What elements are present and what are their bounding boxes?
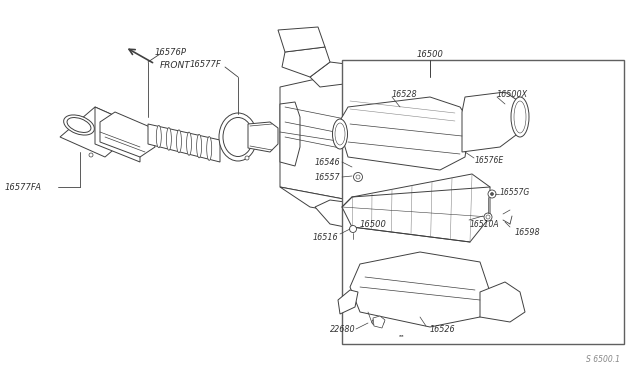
Text: 16528: 16528 — [392, 90, 418, 99]
Polygon shape — [338, 290, 358, 314]
Text: FRONT: FRONT — [160, 61, 191, 70]
Polygon shape — [148, 124, 220, 162]
Polygon shape — [278, 27, 325, 52]
Polygon shape — [342, 174, 490, 242]
Ellipse shape — [335, 123, 345, 145]
Ellipse shape — [67, 118, 91, 132]
Ellipse shape — [514, 101, 526, 133]
Polygon shape — [338, 97, 470, 170]
Ellipse shape — [186, 132, 191, 155]
Text: 16576P: 16576P — [155, 48, 187, 57]
Text: S 6500.1: S 6500.1 — [586, 356, 620, 365]
Ellipse shape — [245, 156, 249, 160]
Text: 16577F: 16577F — [190, 60, 221, 68]
Ellipse shape — [156, 125, 161, 148]
Polygon shape — [280, 187, 395, 222]
Polygon shape — [280, 102, 300, 166]
Bar — [342, 60, 624, 344]
Polygon shape — [95, 107, 140, 162]
Polygon shape — [310, 62, 370, 87]
Ellipse shape — [177, 130, 182, 153]
Text: 16500: 16500 — [360, 219, 387, 228]
Text: 16526: 16526 — [430, 326, 456, 334]
Text: '': '' — [398, 334, 402, 340]
Ellipse shape — [219, 113, 257, 161]
Text: 16516: 16516 — [312, 232, 338, 241]
Ellipse shape — [207, 137, 212, 160]
Ellipse shape — [63, 115, 94, 135]
Ellipse shape — [356, 175, 360, 179]
Polygon shape — [350, 252, 490, 327]
Ellipse shape — [196, 134, 202, 158]
Text: 16577FA: 16577FA — [5, 183, 42, 192]
Polygon shape — [462, 92, 520, 152]
Text: 16557G: 16557G — [500, 187, 531, 196]
Text: 16576E: 16576E — [475, 155, 504, 164]
Ellipse shape — [333, 119, 348, 149]
Polygon shape — [60, 107, 140, 157]
Polygon shape — [480, 282, 525, 322]
Ellipse shape — [353, 173, 362, 182]
Text: 16598: 16598 — [515, 228, 541, 237]
Polygon shape — [370, 67, 420, 222]
Ellipse shape — [511, 97, 529, 137]
Ellipse shape — [484, 213, 492, 221]
Polygon shape — [315, 200, 350, 227]
Text: '': '' — [400, 334, 404, 340]
Ellipse shape — [490, 192, 493, 196]
Ellipse shape — [488, 190, 496, 198]
Polygon shape — [100, 112, 155, 157]
Text: 16557: 16557 — [314, 173, 340, 182]
Ellipse shape — [349, 225, 356, 232]
Ellipse shape — [89, 153, 93, 157]
Text: 22680: 22680 — [330, 324, 356, 334]
Polygon shape — [282, 47, 330, 77]
Text: 16546: 16546 — [314, 157, 340, 167]
Ellipse shape — [486, 215, 490, 219]
Ellipse shape — [166, 128, 172, 150]
Polygon shape — [248, 122, 278, 152]
Ellipse shape — [223, 118, 253, 157]
Text: 16500X: 16500X — [497, 90, 528, 99]
Text: 16500: 16500 — [417, 49, 444, 58]
Ellipse shape — [372, 318, 384, 326]
Text: 16510A: 16510A — [470, 219, 500, 228]
Polygon shape — [280, 67, 395, 204]
Polygon shape — [373, 316, 385, 328]
